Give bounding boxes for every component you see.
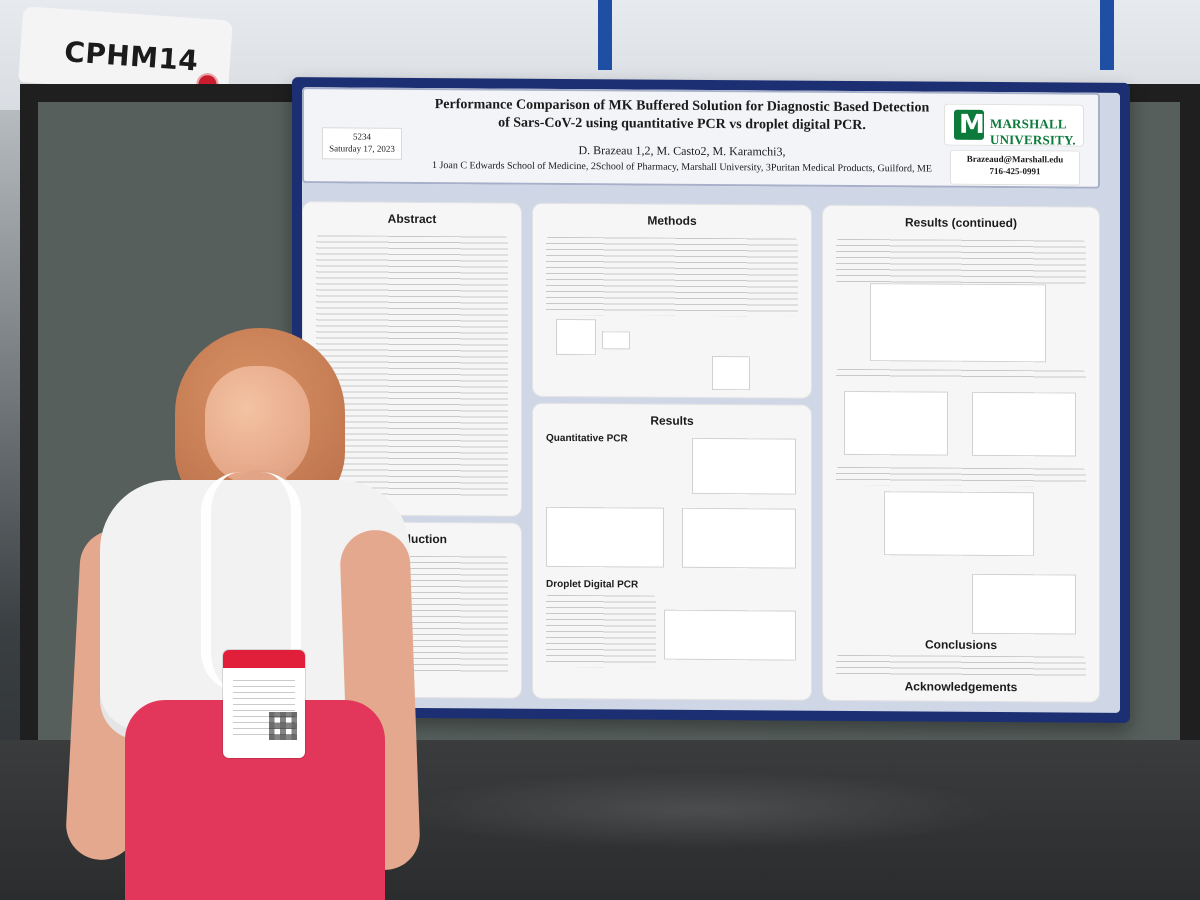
stability-ddpcr-figure [844, 390, 948, 456]
poster-title-line-1: Performance Comparison of MK Buffered So… [434, 97, 930, 116]
abstract-panel: Abstract [302, 201, 522, 517]
logo-m-icon: M [954, 109, 985, 140]
poster-title: Performance Comparison of MK Buffered So… [412, 96, 952, 136]
results-title: Results [650, 413, 694, 428]
introduction-title: Introduction [377, 531, 447, 547]
wall-stripe-right [1100, 0, 1114, 70]
poster-board-frame-right [1180, 84, 1200, 774]
wall-stripe-left [598, 0, 612, 70]
methods-text-lines [546, 236, 798, 317]
logo-m-glyph: M [959, 109, 985, 140]
methods-panel: Methods [532, 202, 812, 399]
acknowledgements-heading: Acknowledgements [904, 679, 1018, 695]
abstract-title: Abstract [387, 211, 437, 227]
methods-device-image-2 [602, 331, 630, 350]
results-continued-title: Results (continued) [904, 215, 1017, 231]
conclusions-heading: Conclusions [924, 637, 997, 652]
poster-affiliations: 1 Joan C Edwards School of Medicine, 2Sc… [431, 160, 932, 175]
qpcr-ct-figure [546, 506, 664, 568]
stability-caption-lines [836, 368, 1086, 381]
methods-device-image-3 [712, 356, 750, 391]
results-table-2-caption-lines [836, 466, 1086, 487]
poster-date: Saturday 17, 2023 [329, 143, 395, 154]
poster-authors: D. Brazeau 1,2, M. Casto2, M. Karamchi3, [578, 143, 786, 159]
poster-title-band: 5234 Saturday 17, 2023 Performance Compa… [302, 87, 1100, 189]
qpcr-vs-ddpcr-figure [972, 573, 1076, 635]
logo-text: MARSHALL UNIVERSITY. [990, 115, 1076, 148]
university-logo: M MARSHALL UNIVERSITY. [944, 103, 1084, 148]
results-continued-panel: Results (continued) Conclusions Acknowle… [822, 204, 1100, 703]
methods-title: Methods [647, 213, 697, 228]
poster-title-line-2: of Sars-CoV-2 using quantitative PCR vs … [498, 115, 866, 134]
contact-phone: 716-425-0991 [989, 165, 1041, 177]
quantitative-pcr-heading: Quantitative PCR [546, 432, 628, 445]
floor-reflection [390, 770, 1010, 850]
contact-email: Brazeaud@Marshall.edu [966, 153, 1064, 165]
qpcr-curve-figure [692, 437, 796, 495]
conclusions-text-lines [836, 654, 1086, 679]
methods-device-image-1 [556, 318, 596, 356]
results-continued-text-lines-top [836, 238, 1086, 285]
poster-id: 5234 Saturday 17, 2023 [322, 127, 402, 160]
results-table-1 [870, 283, 1046, 363]
poster-number: 5234 [353, 131, 371, 142]
introduction-text-lines [316, 555, 508, 675]
cphm-sign-text: CPHM14 [63, 35, 200, 78]
results-table-2 [884, 491, 1034, 557]
ddpcr-text-lines [546, 594, 656, 668]
ddpcr-droplet-figure [664, 609, 796, 661]
results-panel: Results Quantitative PCR Droplet Digital… [532, 402, 812, 701]
scientific-poster: 5234 Saturday 17, 2023 Performance Compa… [292, 77, 1130, 723]
introduction-panel: Introduction [302, 521, 522, 699]
ddpcr-linear-figure [682, 507, 796, 569]
droplet-digital-pcr-heading: Droplet Digital PCR [546, 578, 639, 591]
abstract-text-lines [316, 235, 508, 497]
stability-qpcr-figure [972, 391, 1076, 457]
contact-box: Brazeaud@Marshall.edu 716-425-0991 [950, 149, 1080, 186]
